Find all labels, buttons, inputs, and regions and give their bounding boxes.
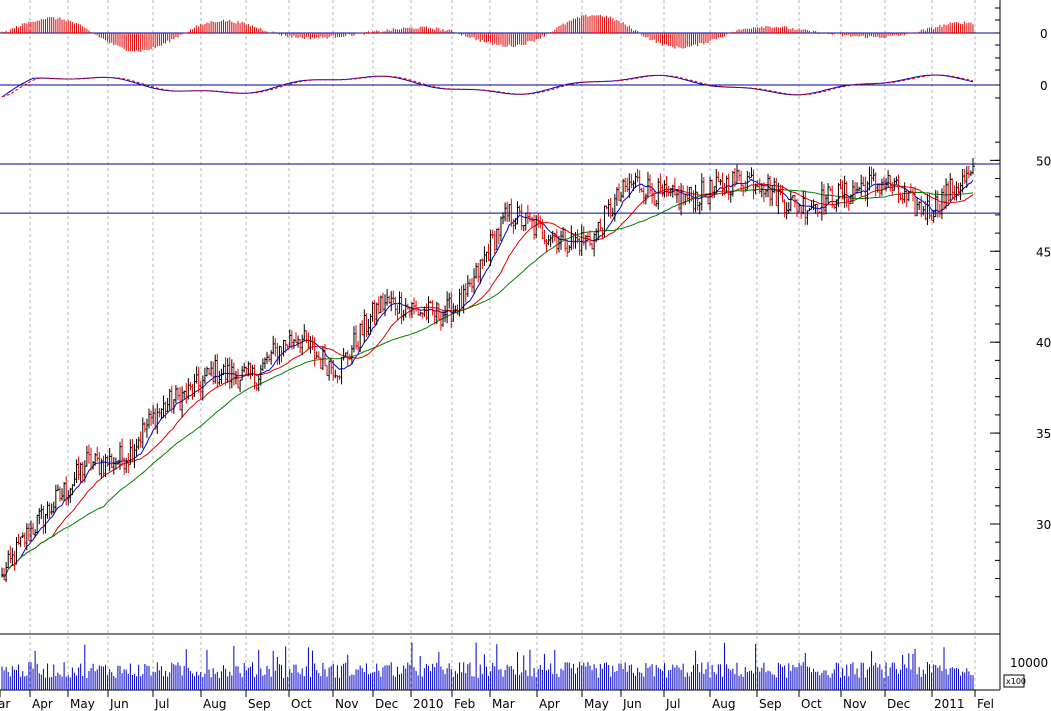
month-label: Apr — [32, 697, 53, 711]
y-tick-label: 40 — [1036, 336, 1051, 350]
month-label: Jun — [622, 697, 642, 711]
ma-short-line — [1, 178, 974, 578]
month-label: 2010 — [413, 697, 444, 711]
month-label: Fel — [977, 697, 994, 711]
ma-mid-line — [1, 183, 974, 578]
month-label: May — [584, 697, 609, 711]
month-label: Jul — [665, 697, 680, 711]
month-label: Sep — [248, 697, 271, 711]
y-tick-label: 35 — [1036, 427, 1051, 441]
volume-bars — [1, 642, 974, 690]
month-label: Nov — [843, 697, 866, 711]
histogram-panel — [0, 14, 1000, 52]
month-label: Mar — [492, 697, 515, 711]
y-tick-label: 45 — [1036, 245, 1051, 259]
moving-averages — [1, 178, 974, 578]
month-label: Oct — [291, 697, 312, 711]
y-tick-label: 30 — [1036, 518, 1051, 532]
month-label: Apr — [539, 697, 560, 711]
month-label: May — [70, 697, 95, 711]
month-label: Oct — [801, 697, 822, 711]
ma-long-line — [1, 188, 974, 578]
macd-panel — [0, 74, 1000, 98]
month-label: ar — [0, 697, 10, 711]
volume-unit-box — [1003, 674, 1025, 688]
month-label: Aug — [712, 697, 735, 711]
month-label: Sep — [759, 697, 782, 711]
bottom-axis: ar Apr May Jun Jul Aug Sep Oct Nov Dec 2010 Feb Mar A… — [0, 690, 994, 711]
histogram-zero-label: 0 — [1040, 27, 1048, 41]
macd-signal-line — [1, 74, 974, 98]
month-label: Aug — [203, 697, 226, 711]
right-axis: 50 45 40 35 30 0 0 10000 x100 — [990, 7, 1051, 688]
macd-line — [1, 74, 974, 98]
month-label: Jul — [154, 697, 169, 711]
y-tick-label: 50 — [1036, 154, 1051, 168]
volume-unit-label: x100 — [1006, 677, 1026, 686]
macd-zero-label: 0 — [1040, 79, 1048, 93]
month-label: Jun — [109, 697, 129, 711]
month-label: Dec — [375, 697, 398, 711]
month-label: Feb — [454, 697, 475, 711]
horizontal-reference-lines — [0, 163, 1000, 214]
price-bars — [1, 158, 975, 582]
vertical-gridlines — [29, 0, 976, 690]
month-label: 2011 — [934, 697, 965, 711]
month-label: Nov — [335, 697, 358, 711]
volume-tick-label: 10000 — [1010, 656, 1048, 670]
month-label: Dec — [887, 697, 910, 711]
